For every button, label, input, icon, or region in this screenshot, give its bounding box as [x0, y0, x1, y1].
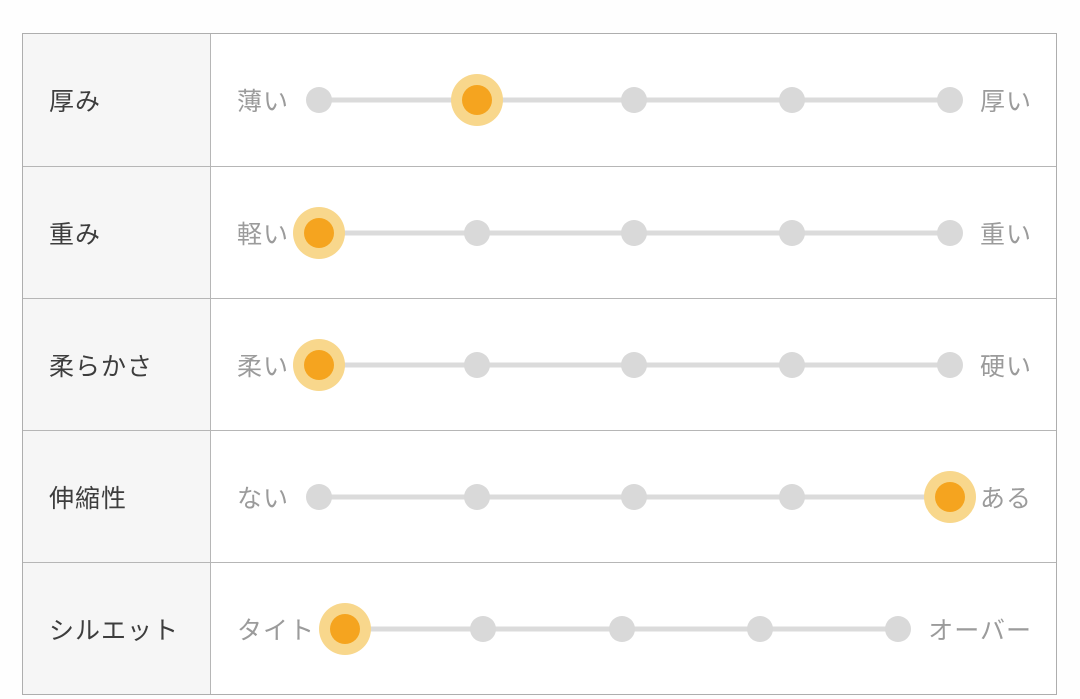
attribute-label: 厚み	[49, 88, 102, 116]
scale-min-label: ない	[237, 484, 290, 513]
scale-max-label: 硬い	[979, 352, 1032, 381]
rating-dot	[621, 87, 648, 113]
rating-track	[306, 469, 963, 525]
rating-dot-selected	[306, 351, 333, 378]
rating-dot	[779, 483, 806, 510]
rating-dot	[306, 483, 333, 510]
scale-max-label: ある	[979, 484, 1032, 513]
rating-track	[306, 337, 963, 393]
rating-dot	[936, 351, 963, 378]
rating-dot-selected	[936, 483, 963, 510]
rating-dot-selected	[332, 615, 359, 642]
rating-dot-selected	[306, 219, 333, 246]
rating-track	[306, 205, 963, 261]
rating-dot	[936, 87, 963, 113]
attribute-label: 重み	[49, 220, 102, 249]
attribute-header-cell: シルエット	[23, 563, 211, 694]
rating-dot	[779, 351, 806, 378]
rating-dot	[463, 351, 490, 378]
rating-track	[306, 72, 963, 128]
rating-dot	[885, 615, 912, 642]
rating-track	[332, 601, 912, 657]
rating-cell: ない ある	[211, 431, 1056, 562]
attribute-header-cell: 厚み	[23, 34, 211, 166]
attribute-header-cell: 伸縮性	[23, 431, 211, 562]
rating-cell: タイト オーバー	[211, 563, 1056, 694]
rating-dot	[779, 87, 806, 113]
rating-dot	[621, 351, 648, 378]
rating-dot	[936, 219, 963, 246]
spec-row: 重み 軽い 重い	[23, 166, 1056, 298]
scale-max-label: オーバー	[928, 616, 1032, 645]
rating-dot	[608, 615, 635, 642]
scale-max-label: 重い	[979, 220, 1032, 249]
attribute-label: 伸縮性	[49, 484, 128, 513]
rating-dot	[306, 87, 333, 113]
attribute-label: シルエット	[49, 616, 180, 645]
scale-min-label: 薄い	[237, 88, 290, 116]
scale-min-label: 柔い	[237, 352, 290, 381]
spec-table: 厚み 薄い 厚い 重み 軽い 重い 柔らかさ 柔い 硬い 伸縮性	[22, 33, 1057, 695]
scale-min-label: 軽い	[237, 220, 290, 249]
rating-cell: 柔い 硬い	[211, 299, 1056, 430]
rating-cell: 軽い 重い	[211, 167, 1056, 298]
attribute-header-cell: 柔らかさ	[23, 299, 211, 430]
rating-dot	[621, 219, 648, 246]
rating-dot	[463, 483, 490, 510]
scale-max-label: 厚い	[979, 88, 1032, 116]
rating-dot-selected	[463, 87, 490, 113]
rating-dot	[463, 219, 490, 246]
scale-min-label: タイト	[237, 616, 316, 645]
rating-dot	[779, 219, 806, 246]
rating-dot	[746, 615, 773, 642]
spec-row: シルエット タイト オーバー	[23, 562, 1056, 694]
spec-row: 柔らかさ 柔い 硬い	[23, 298, 1056, 430]
rating-dot	[470, 615, 497, 642]
rating-dot	[621, 483, 648, 510]
spec-row: 伸縮性 ない ある	[23, 430, 1056, 562]
attribute-label: 柔らかさ	[49, 352, 154, 381]
rating-cell: 薄い 厚い	[211, 34, 1056, 166]
attribute-header-cell: 重み	[23, 167, 211, 298]
spec-row: 厚み 薄い 厚い	[23, 34, 1056, 166]
